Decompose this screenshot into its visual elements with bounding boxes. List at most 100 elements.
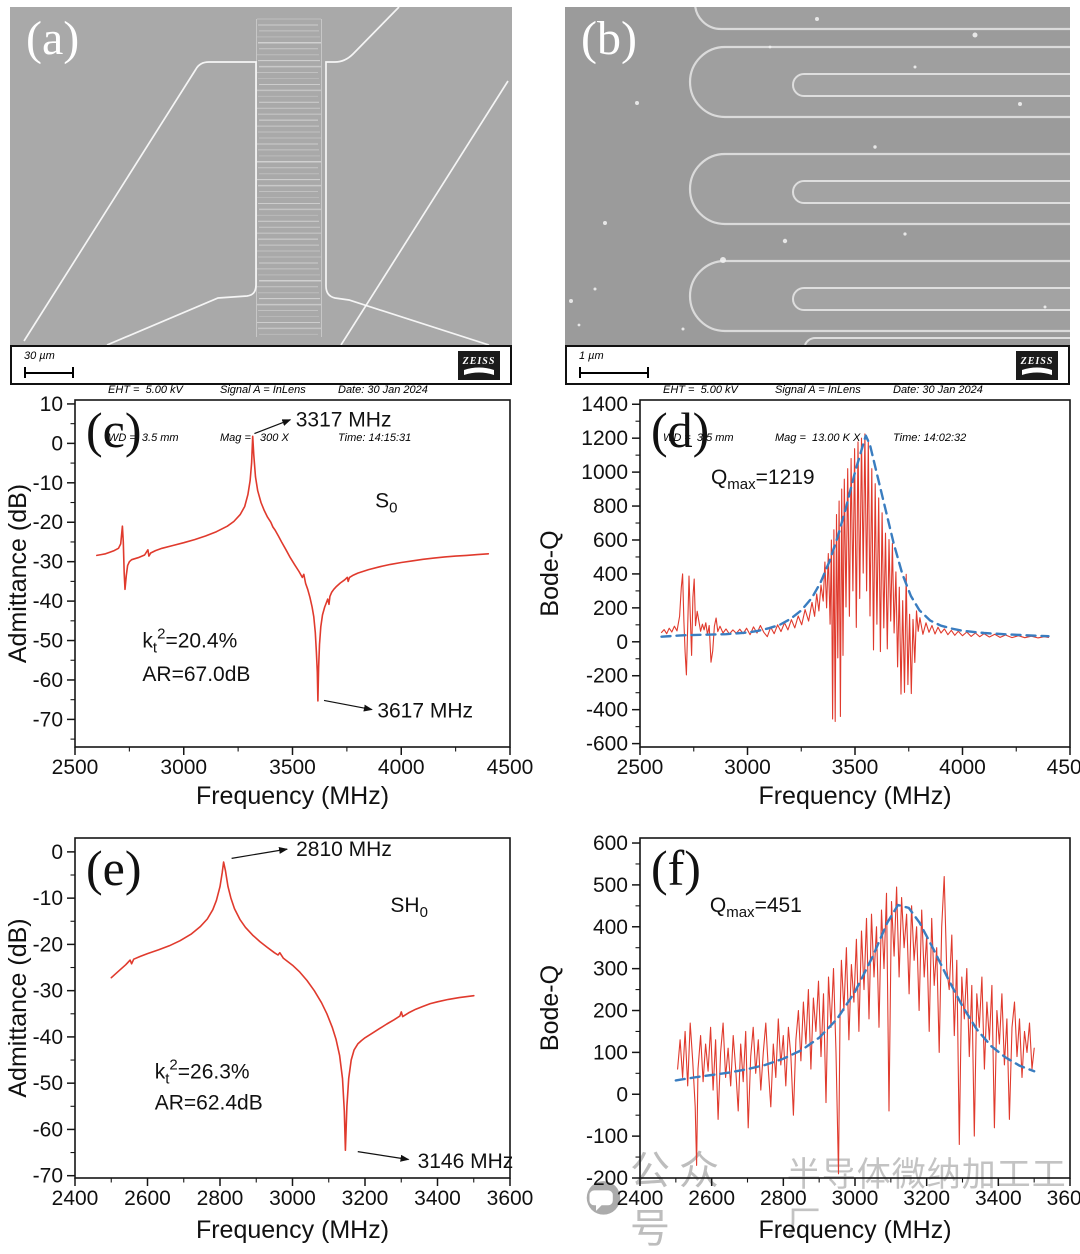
series-bode-q-fit	[674, 903, 1036, 1082]
y-tick-label: -60	[33, 669, 63, 692]
x-tick-label: 2500	[617, 756, 664, 779]
y-tick-label: 600	[593, 832, 628, 855]
y-tick-label: 400	[593, 916, 628, 939]
annotation-arrow	[323, 699, 373, 712]
annotation-text: 3617 MHz	[377, 700, 473, 723]
x-tick-label: 4000	[378, 756, 425, 779]
y-tick-label: 200	[593, 1000, 628, 1023]
sem-panel-b: (b) 1 µm EHT = 5.00 kV WD = 3.5 mm Signa…	[565, 7, 1070, 444]
y-tick-label: 0	[51, 432, 63, 455]
y-tick-label: 800	[593, 495, 628, 518]
chart-f: 2400260028003000320034003600600500400300…	[536, 832, 1080, 1244]
series-admittance	[110, 861, 475, 1151]
sem-micrograph-idt-fingers	[565, 7, 1070, 345]
svg-text:ZEISS: ZEISS	[1020, 356, 1054, 367]
x-tick-label: 3200	[903, 1187, 950, 1210]
sem-mag: Mag = 300 X	[220, 431, 289, 444]
scalebar	[579, 367, 649, 378]
annotation-text: 2810 MHz	[296, 838, 392, 861]
x-tick-label: 2600	[124, 1187, 171, 1210]
idt-finger-nested	[792, 73, 1070, 97]
annotation-text: Qmax=1219	[711, 466, 815, 493]
y-tick-label: -40	[33, 1026, 63, 1049]
idt-finger-nested	[792, 180, 1070, 204]
sem-date: Date: 30 Jan 2024	[893, 383, 983, 396]
y-tick-label: -40	[33, 590, 63, 613]
y-tick-label: 10	[40, 393, 63, 416]
x-axis-title: Frequency (MHz)	[196, 782, 389, 810]
x-tick-label: 2800	[760, 1187, 807, 1210]
sem-eht: EHT = 5.00 kV	[663, 383, 738, 396]
right-etch-boundary	[340, 80, 509, 345]
annotation-text: SH0	[390, 894, 428, 921]
y-tick-label: -50	[33, 630, 63, 653]
y-tick-label: -10	[33, 887, 63, 910]
series-bode-q-measured	[677, 875, 1035, 1175]
x-tick-label: 3600	[487, 1187, 534, 1210]
x-tick-label: 3000	[160, 756, 207, 779]
panel-letter-f: (f)	[651, 840, 701, 896]
sem-panel-a: (a) 30 µm EHT = 5.00 kV WD = 3.5 mm Sign…	[10, 7, 512, 444]
x-tick-label: 4000	[939, 756, 986, 779]
series-admittance	[96, 435, 490, 702]
y-tick-label: 600	[593, 529, 628, 552]
x-axis-title: Frequency (MHz)	[758, 1216, 951, 1244]
x-tick-label: 3200	[342, 1187, 389, 1210]
x-tick-label: 3500	[832, 756, 879, 779]
sem-mag: Mag = 13.00 K X	[775, 431, 861, 444]
y-tick-label: 500	[593, 874, 628, 897]
panel-letter-b: (b)	[581, 12, 637, 65]
y-tick-label: -200	[586, 1167, 628, 1190]
sem-infobar-a: 30 µm EHT = 5.00 kV WD = 3.5 mm Signal A…	[10, 345, 512, 444]
y-tick-label: 0	[616, 631, 628, 654]
annotation-arrow	[254, 419, 292, 435]
y-tick-label: 0	[616, 1083, 628, 1106]
y-tick-label: 300	[593, 958, 628, 981]
x-axis-title: Frequency (MHz)	[758, 782, 951, 810]
series-bode-q-fit	[660, 434, 1050, 638]
x-tick-label: 3000	[832, 1187, 879, 1210]
sem-time: Time: 14:15:31	[338, 431, 412, 444]
x-tick-label: 3000	[269, 1187, 316, 1210]
y-tick-label: -30	[33, 980, 63, 1003]
panel-letter-c: (c)	[86, 402, 142, 458]
annotation-text: 3317 MHz	[296, 409, 392, 432]
y-tick-label: -400	[586, 699, 628, 722]
y-tick-label: 1400	[581, 393, 628, 416]
idt-finger	[688, 152, 1070, 226]
y-tick-label: -20	[33, 933, 63, 956]
y-tick-label: -70	[33, 708, 63, 731]
y-axis-title: Admittance (dB)	[4, 484, 32, 663]
y-axis-title: Admittance (dB)	[4, 918, 32, 1097]
left-busbar-outline	[23, 61, 257, 345]
sem-date: Date: 30 Jan 2024	[338, 383, 428, 396]
x-tick-label: 3600	[1047, 1187, 1080, 1210]
chart-d: 2500300035004000450014001200100080060040…	[536, 393, 1080, 810]
annotation-arrow	[357, 1151, 410, 1162]
sem-infobar-b: 1 µm EHT = 5.00 kV WD = 3.5 mm Signal A …	[565, 345, 1070, 444]
y-tick-label: 0	[51, 841, 63, 864]
annotation-text: AR=67.0dB	[142, 663, 250, 686]
x-axis-title: Frequency (MHz)	[196, 1216, 389, 1244]
x-tick-label: 4500	[1047, 756, 1080, 779]
sem-micrograph-idt-overview	[10, 7, 512, 345]
panel-letter-e: (e)	[86, 840, 142, 896]
idt-finger	[688, 45, 1070, 119]
x-tick-label: 2400	[617, 1187, 664, 1210]
x-tick-label: 2600	[688, 1187, 735, 1210]
annotation-text: AR=62.4dB	[155, 1092, 263, 1115]
y-tick-label: -100	[586, 1125, 628, 1148]
chart-c: 2500 3000 3500 4000 4500 10 0 -10 -20 -30 -40 -50 -6…	[4, 393, 533, 810]
x-tick-label: 3500	[269, 756, 316, 779]
x-tick-label: 2800	[197, 1187, 244, 1210]
y-tick-label: -30	[33, 551, 63, 574]
sem-time: Time: 14:02:32	[893, 431, 967, 444]
right-busbar-outline	[325, 7, 490, 345]
x-tick-label: 3400	[414, 1187, 461, 1210]
y-tick-label: -70	[33, 1165, 63, 1188]
x-tick-label: 2500	[52, 756, 99, 779]
idt-finger-band	[256, 18, 322, 337]
y-axis-title: Bode-Q	[536, 530, 564, 616]
annotation-text: Qmax=451	[710, 894, 802, 921]
